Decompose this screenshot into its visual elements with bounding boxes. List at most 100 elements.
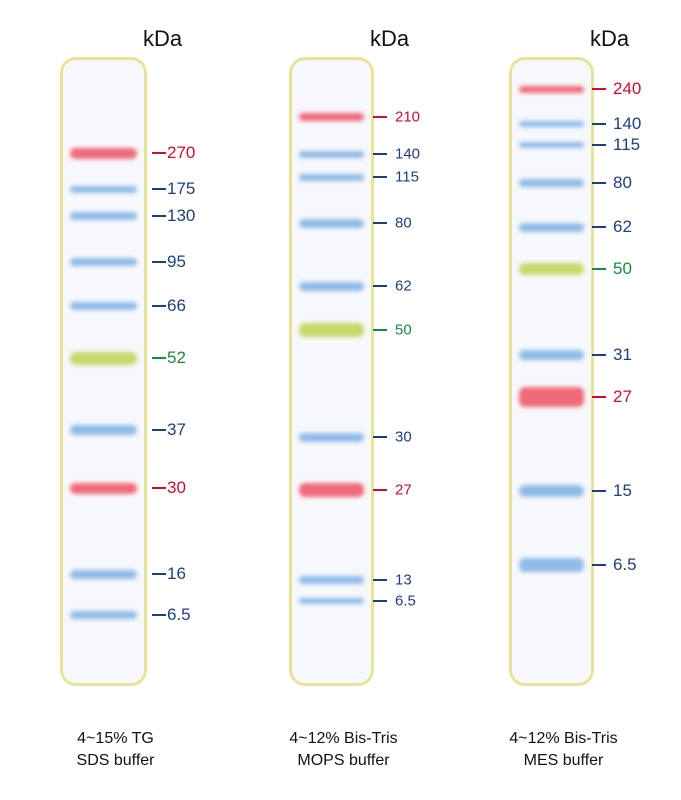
marker-label: 30 xyxy=(167,478,186,497)
band-50 xyxy=(299,323,364,337)
tick-mark xyxy=(373,436,387,438)
marker-label: 52 xyxy=(167,348,186,367)
marker-label: 140 xyxy=(395,145,421,163)
tick-mark xyxy=(152,215,166,217)
band-175 xyxy=(70,185,137,193)
lane-caption: 4~15% TG SDS buffer xyxy=(16,728,216,772)
band-62 xyxy=(519,222,584,232)
lane-caption: 4~12% Bis-Tris MES buffer xyxy=(464,728,664,772)
tick-mark xyxy=(373,329,387,331)
tick-mark xyxy=(373,489,387,491)
band-210 xyxy=(299,113,364,121)
marker-label: 62 xyxy=(395,277,412,295)
band-6.5 xyxy=(70,611,137,619)
caption-line-2: MES buffer xyxy=(523,752,604,769)
tick-mark xyxy=(592,268,606,270)
marker-label: 80 xyxy=(613,173,632,192)
marker-label: 140 xyxy=(613,114,642,133)
tick-mark xyxy=(373,600,387,602)
gel-lane xyxy=(60,57,147,686)
tick-mark xyxy=(592,182,606,184)
tick-mark xyxy=(373,285,387,287)
band-30 xyxy=(299,432,364,442)
unit-label: kDa xyxy=(143,26,183,51)
band-15 xyxy=(519,485,584,497)
marker-label: 130 xyxy=(167,206,196,225)
tick-mark xyxy=(152,305,166,307)
band-140 xyxy=(299,150,364,158)
band-270 xyxy=(70,147,137,159)
marker-label: 15 xyxy=(613,481,632,500)
tick-mark xyxy=(152,614,166,616)
band-6.5 xyxy=(299,598,364,604)
band-27 xyxy=(519,387,584,407)
band-52 xyxy=(70,351,137,365)
tick-mark xyxy=(152,429,166,431)
tick-mark xyxy=(373,116,387,118)
band-80 xyxy=(299,218,364,228)
tick-mark xyxy=(152,573,166,575)
band-6.5 xyxy=(519,558,584,572)
tick-mark xyxy=(592,226,606,228)
marker-label: 240 xyxy=(613,79,642,98)
band-50 xyxy=(519,263,584,275)
tick-mark xyxy=(373,222,387,224)
tick-mark xyxy=(592,123,606,125)
lane-caption: 4~12% Bis-Tris MOPS buffer xyxy=(244,728,444,772)
tick-mark xyxy=(592,354,606,356)
band-95 xyxy=(70,258,137,266)
band-130 xyxy=(70,212,137,220)
marker-label: 50 xyxy=(613,259,632,278)
band-240 xyxy=(519,85,584,93)
unit-label: kDa xyxy=(370,26,410,51)
tick-mark xyxy=(152,487,166,489)
marker-label: 270 xyxy=(167,143,196,162)
tick-mark xyxy=(592,490,606,492)
marker-label: 115 xyxy=(613,135,641,154)
band-13 xyxy=(299,576,364,584)
band-27 xyxy=(299,483,364,497)
tick-mark xyxy=(592,396,606,398)
caption-line-1: 4~12% Bis-Tris xyxy=(289,730,398,747)
band-30 xyxy=(70,482,137,494)
marker-label: 6.5 xyxy=(167,605,191,624)
caption-line-2: SDS buffer xyxy=(76,752,155,769)
band-140 xyxy=(519,121,584,127)
marker-label: 37 xyxy=(167,420,186,439)
tick-mark xyxy=(152,188,166,190)
tick-mark xyxy=(152,261,166,263)
tick-mark xyxy=(373,176,387,178)
marker-label: 16 xyxy=(167,564,186,583)
band-66 xyxy=(70,302,137,310)
caption-line-1: 4~12% Bis-Tris xyxy=(509,730,618,747)
marker-label: 30 xyxy=(395,428,412,446)
caption-line-2: MOPS buffer xyxy=(297,752,390,769)
marker-label: 115 xyxy=(395,168,419,186)
band-115 xyxy=(519,142,584,148)
band-31 xyxy=(519,350,584,360)
gel-lane xyxy=(509,57,594,686)
marker-label: 6.5 xyxy=(613,555,637,574)
band-62 xyxy=(299,281,364,291)
marker-label: 27 xyxy=(395,481,412,499)
marker-label: 6.5 xyxy=(395,592,416,610)
band-80 xyxy=(519,179,584,187)
unit-label: kDa xyxy=(590,26,630,51)
marker-label: 50 xyxy=(395,321,412,339)
band-16 xyxy=(70,569,137,579)
band-37 xyxy=(70,425,137,435)
tick-mark xyxy=(592,88,606,90)
band-115 xyxy=(299,173,364,181)
marker-label: 95 xyxy=(167,252,186,271)
marker-label: 31 xyxy=(613,345,632,364)
marker-label: 210 xyxy=(395,108,421,126)
marker-label: 27 xyxy=(613,387,632,406)
tick-mark xyxy=(592,564,606,566)
marker-label: 80 xyxy=(395,214,412,232)
marker-label: 175 xyxy=(167,179,196,198)
tick-mark xyxy=(373,153,387,155)
tick-mark xyxy=(152,357,166,359)
marker-label: 13 xyxy=(395,571,412,589)
tick-mark xyxy=(152,152,166,154)
